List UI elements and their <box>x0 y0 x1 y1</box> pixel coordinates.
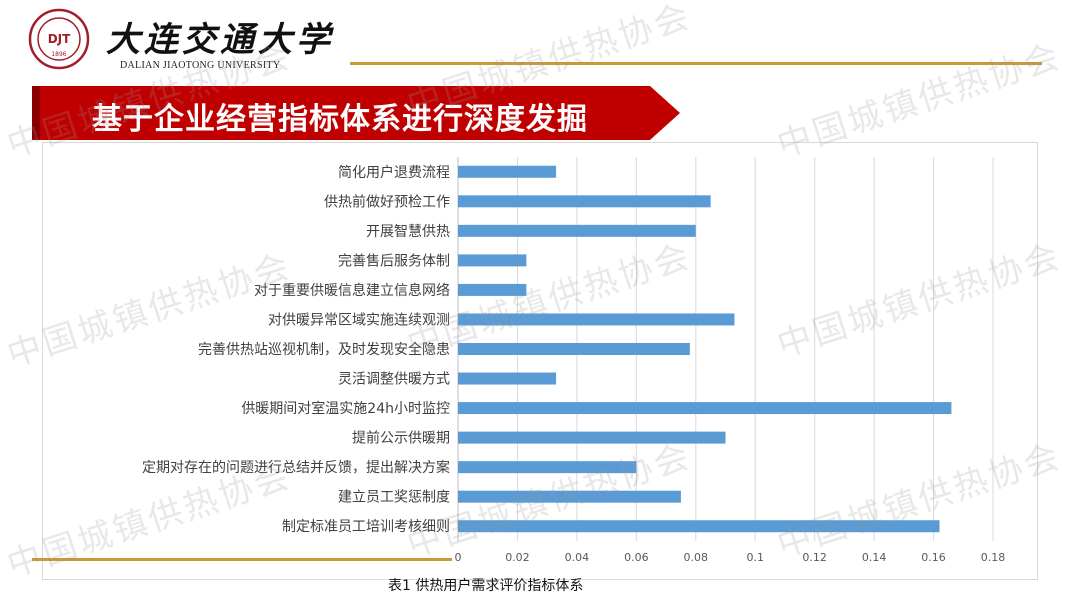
university-seal-icon: DJT 1896 <box>28 8 90 70</box>
seal-year: 1896 <box>51 51 66 58</box>
bar <box>458 372 557 385</box>
bar <box>458 254 527 267</box>
bar <box>458 224 696 237</box>
x-tick-label: 0.04 <box>565 551 590 564</box>
x-tick-label: 0.18 <box>981 551 1006 564</box>
x-tick-label: 0.1 <box>746 551 764 564</box>
table-caption: 表1 供热用户需求评价指标体系 <box>388 578 584 594</box>
university-logo: DJT 1896 大连交通大学 DALIAN JIAOTONG UNIVERSI… <box>28 8 358 72</box>
category-label: 制定标准员工培训考核细则 <box>282 519 450 535</box>
bar <box>458 402 952 415</box>
bar <box>458 165 557 178</box>
seal-initials: DJT <box>48 32 71 46</box>
header-divider <box>350 62 1042 65</box>
category-label: 提前公示供暖期 <box>352 430 450 447</box>
bar <box>458 490 681 503</box>
x-tick-label: 0.14 <box>862 551 887 564</box>
bar <box>458 195 711 208</box>
university-name-cn: 大连交通大学 <box>106 20 334 60</box>
category-label: 完善售后服务体制 <box>338 253 450 269</box>
university-name-en: DALIAN JIAOTONG UNIVERSITY <box>120 60 281 71</box>
category-label: 供热前做好预检工作 <box>324 193 450 210</box>
footer-divider <box>32 558 452 561</box>
x-tick-label: 0.16 <box>921 551 946 564</box>
chart-frame: 0 0.02 0.04 0.06 0.08 0.1 0.12 0.14 0.16 0.18 简化用户… <box>42 142 1038 580</box>
category-label: 建立员工奖惩制度 <box>338 489 450 506</box>
category-label: 对于重要供暖信息建立信息网络 <box>254 282 450 299</box>
x-tick-label: 0.02 <box>505 551 530 564</box>
x-tick-label: 0.08 <box>684 551 709 564</box>
category-label: 供暖期间对室温实施24h小时监控 <box>241 400 450 417</box>
title-banner: 基于企业经营指标体系进行深度发掘 <box>32 86 682 140</box>
bar <box>458 461 637 474</box>
banner-arrow-shape <box>32 86 680 140</box>
category-label: 灵活调整供暖方式 <box>338 372 450 388</box>
x-tick-label: 0.06 <box>624 551 649 564</box>
bar <box>458 520 940 533</box>
x-tick-label: 0.12 <box>802 551 827 564</box>
bar <box>458 283 527 296</box>
category-label: 对供暖异常区域实施连续观测 <box>268 311 450 328</box>
bar <box>458 343 690 355</box>
bar <box>458 431 726 444</box>
x-tick-label: 0 <box>455 551 462 564</box>
bar <box>458 313 735 326</box>
category-label: 开展智慧供热 <box>366 224 450 240</box>
category-label: 简化用户退费流程 <box>338 164 450 181</box>
page-title: 基于企业经营指标体系进行深度发掘 <box>92 102 588 137</box>
horizontal-bar-chart: 0 0.02 0.04 0.06 0.08 0.1 0.12 0.14 0.16 0.18 简化用户… <box>142 157 1006 564</box>
category-label: 完善供热站巡视机制，及时发现安全隐患 <box>198 341 450 358</box>
category-label: 定期对存在的问题进行总结并反馈，提出解决方案 <box>142 459 450 476</box>
